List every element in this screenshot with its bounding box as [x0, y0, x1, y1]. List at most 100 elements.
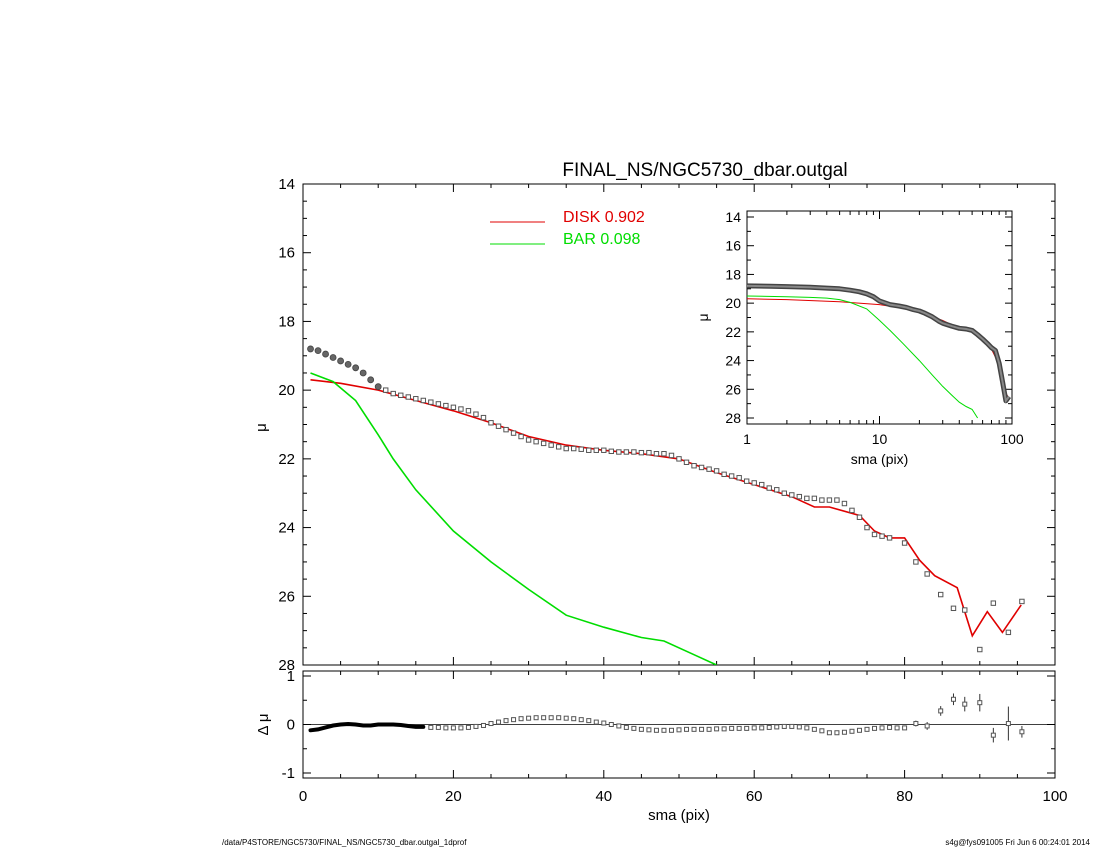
- data-point: [428, 399, 434, 405]
- y-tick-label: 26: [725, 381, 741, 397]
- residual-point: [511, 717, 517, 723]
- residual-point: [458, 725, 464, 731]
- data-point: [937, 591, 944, 598]
- data-point: [525, 437, 532, 443]
- data-point: [374, 383, 382, 391]
- data-point: [480, 414, 487, 421]
- data-point: [819, 497, 825, 503]
- data-point: [601, 447, 607, 453]
- footer-file-path: /data/P4STORE/NGC5730/FINAL_NS/NGC5730_d…: [222, 838, 467, 847]
- residual-point: [533, 715, 539, 721]
- data-point: [616, 449, 622, 455]
- y-tick-label: 22: [278, 451, 295, 468]
- residual-point: [796, 724, 802, 730]
- data-point: [766, 485, 772, 491]
- residual-point: [571, 716, 577, 722]
- data-point: [826, 497, 833, 503]
- x-tick-label: 0: [299, 788, 307, 805]
- x-tick-label: 100: [1000, 431, 1024, 447]
- y-tick-label: 16: [725, 238, 741, 254]
- y-tick-label: -1: [282, 765, 295, 782]
- data-point: [1019, 598, 1025, 605]
- data-point: [383, 387, 389, 393]
- x-axis-label: sma (pix): [648, 807, 710, 824]
- residual-point: [526, 715, 532, 721]
- y-tick-label: 22: [725, 324, 741, 340]
- x-tick-label: 20: [445, 788, 462, 805]
- residual-point: [623, 724, 629, 730]
- residual-point: [668, 727, 674, 733]
- y-tick-label: 14: [725, 209, 741, 225]
- x-tick-label: 40: [595, 788, 612, 805]
- y-tick-label: 20: [278, 382, 295, 399]
- data-point: [510, 430, 517, 436]
- x-tick-label: 60: [746, 788, 763, 805]
- data-point: [586, 447, 592, 453]
- residual-point: [496, 719, 502, 725]
- residual-point: [751, 725, 757, 731]
- y-tick-label: 1: [287, 668, 295, 685]
- data-point: [781, 490, 787, 496]
- residual-point: [684, 726, 690, 732]
- data-point: [390, 390, 396, 397]
- data-point: [359, 369, 367, 377]
- y-tick-label: 24: [725, 353, 741, 369]
- residual-point: [834, 730, 840, 736]
- data-point: [728, 473, 735, 479]
- y-tick-label: 0: [287, 717, 295, 734]
- residual-point: [563, 715, 569, 721]
- data-point: [834, 497, 840, 503]
- y-tick-label: 18: [725, 266, 741, 282]
- data-point: [314, 347, 322, 355]
- residual-point: [443, 725, 449, 731]
- residual-point: [646, 727, 652, 733]
- data-point: [405, 394, 411, 400]
- residual-point: [849, 728, 855, 734]
- y-tick-label: 18: [278, 313, 295, 330]
- data-point: [849, 507, 855, 514]
- inset-frame: [746, 210, 1013, 425]
- residual-point: [608, 722, 614, 727]
- data-point: [789, 492, 795, 498]
- residual-point: [804, 725, 810, 731]
- data-point: [886, 535, 893, 541]
- data-point: [344, 360, 352, 368]
- residual-point: [950, 696, 956, 702]
- data-point: [950, 605, 957, 612]
- data-point: [962, 607, 968, 613]
- data-point: [608, 448, 615, 454]
- data-point: [751, 480, 757, 486]
- residual-point: [856, 727, 862, 733]
- y-tick-label: 28: [725, 410, 741, 426]
- inset-line-bar: [747, 295, 979, 419]
- residual-point: [631, 725, 637, 731]
- x-tick-label: 80: [896, 788, 913, 805]
- data-point: [856, 514, 863, 520]
- residual-point: [781, 723, 787, 729]
- data-point: [443, 402, 449, 409]
- residual-point: [977, 700, 983, 706]
- data-point: [631, 449, 637, 455]
- data-point: [653, 451, 660, 457]
- data-point: [990, 600, 997, 606]
- data-point: [473, 411, 479, 417]
- residual-point: [811, 726, 817, 732]
- residual-point: [729, 725, 735, 731]
- data-point: [864, 524, 870, 531]
- x-tick-label: 10: [872, 431, 888, 447]
- residual-point: [879, 725, 885, 731]
- data-point: [683, 459, 690, 465]
- residual-point: [699, 726, 705, 732]
- data-point: [450, 404, 457, 411]
- residual-point: [990, 732, 996, 738]
- data-point: [913, 559, 919, 565]
- residual-point: [548, 715, 554, 721]
- data-point: [977, 646, 983, 653]
- y-tick-label: 14: [278, 176, 295, 193]
- residual-point: [691, 726, 697, 732]
- y-tick-label: 26: [278, 588, 295, 605]
- y-tick-label: 16: [278, 245, 295, 262]
- data-point: [638, 449, 645, 456]
- residual-point: [894, 725, 900, 731]
